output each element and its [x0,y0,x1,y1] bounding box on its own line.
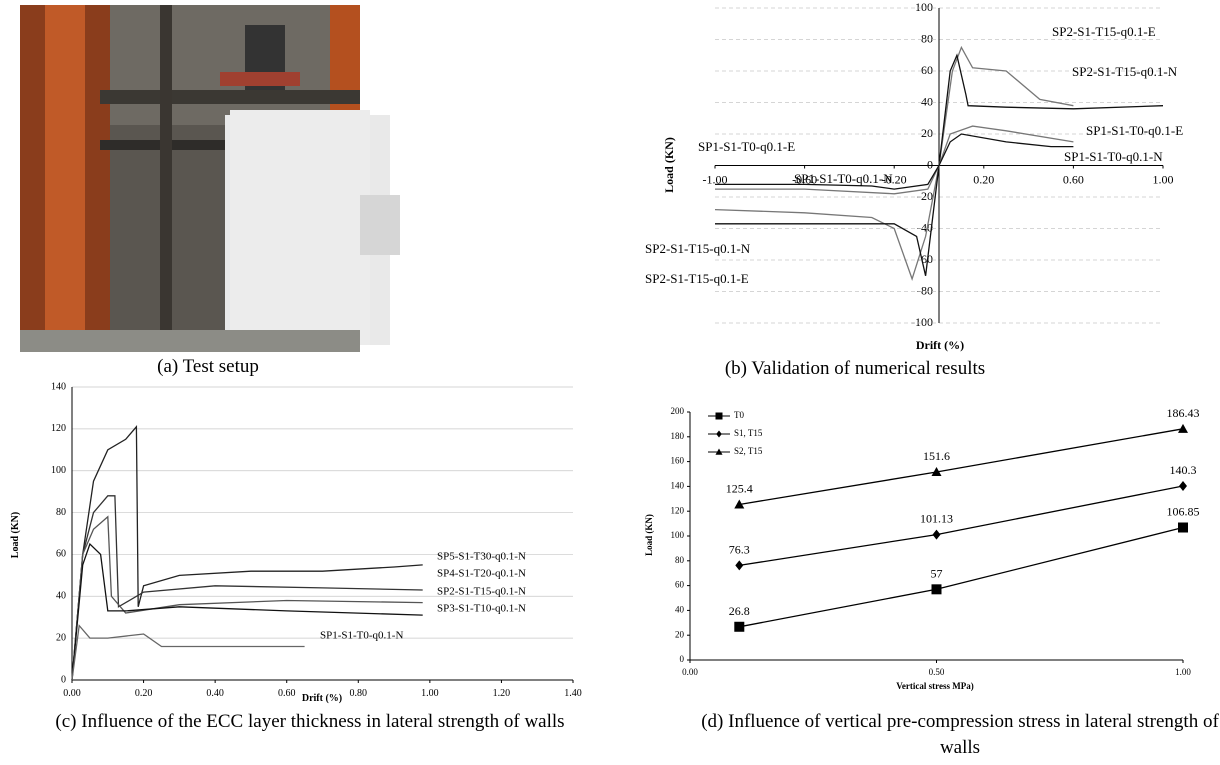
y-tick-label: 40 [56,591,66,602]
y-tick-label: 100 [671,530,685,540]
marker [933,530,941,540]
y-tick-label: 60 [56,549,66,560]
x-tick-label: 1.00 [421,688,439,699]
y-tick-label: 60 [921,63,933,77]
caption: (a) Test setup [58,354,358,380]
y-axis-title: Load (KN) [662,137,676,193]
series-line [739,486,1183,565]
value-label: 125.4 [726,482,753,496]
marker [1178,424,1188,433]
x-tick-label: 0.80 [350,688,368,699]
series-line [72,496,423,680]
y-tick-label: -80 [917,283,933,297]
x-tick-label: 0.40 [206,688,224,699]
y-tick-label: 40 [675,604,685,614]
y-tick-label: 100 [51,465,66,476]
y-tick-label: 180 [671,431,685,441]
y-tick-label: 20 [56,632,66,643]
value-label: 151.6 [923,449,950,463]
figure-canvas: -100-80-60-40-20020406080100-1.00-0.60-0… [0,0,1220,765]
y-tick-label: 20 [675,629,685,639]
series-label: SP1-S1-T0-q0.1-N [320,630,403,642]
series-label: SP1-S1-T0-q0.1-E [1086,123,1183,138]
series-label: SP2-S1-T15-q0.1-N [437,586,526,598]
y-tick-label: 80 [56,507,66,518]
value-label: 186.43 [1167,406,1200,420]
x-axis-title: Drift (%) [302,693,342,704]
series-line [72,517,423,680]
y-tick-label: 120 [51,423,66,434]
series-line [739,429,1183,505]
y-tick-label: 0 [927,157,933,171]
series-label: SP3-S1-T10-q0.1-N [437,603,526,615]
caption: (b) Validation of numerical results [690,356,1020,382]
series-line [72,626,305,680]
marker [932,584,942,594]
series-line [715,47,1073,279]
marker [734,622,744,632]
y-axis-title: Load (KN) [10,512,21,558]
x-tick-label: 1.40 [564,688,582,699]
legend-marker [716,413,723,420]
caption: (d) Influence of vertical pre-compressio… [700,709,1220,761]
x-tick-label: 0.00 [682,667,698,677]
legend-label: T0 [734,410,744,420]
x-tick-label: 1.00 [1175,667,1191,677]
series-label: SP4-S1-T20-q0.1-N [437,568,526,580]
y-tick-label: 200 [671,406,685,416]
value-label: 57 [931,566,943,580]
x-tick-label: 0.60 [1063,173,1084,187]
series-label: SP2-S1-T15-q0.1-E [1052,24,1156,39]
y-axis-title: Load (KN) [644,514,654,556]
y-tick-label: 20 [921,126,933,140]
legend-label: S2, T15 [734,446,763,456]
legend-label: S1, T15 [734,428,763,438]
figure: -100-80-60-40-20020406080100-1.00-0.60-0… [0,0,1220,765]
x-tick-label: 1.00 [1153,173,1174,187]
series-label: SP1-S1-T0-q0.1-N [1064,149,1163,164]
y-tick-label: 140 [671,480,685,490]
marker [735,560,743,570]
y-tick-label: 120 [671,505,685,515]
value-label: 106.85 [1167,505,1200,519]
x-tick-label: 0.20 [135,688,153,699]
y-tick-label: 160 [671,456,685,466]
y-tick-label: 80 [921,31,933,45]
x-axis-title: Drift (%) [916,338,964,352]
series-label: SP2-S1-T15-q0.1-N [645,241,751,256]
series-label: SP1-S1-T0-q0.1-E [698,139,795,154]
y-tick-label: -100 [911,315,933,329]
series-label: SP2-S1-T15-q0.1-E [645,271,749,286]
y-tick-label: 80 [675,555,685,565]
x-tick-label: 0.50 [929,667,945,677]
series-label: SP1-S1-T0-q0.1-N [794,171,893,186]
y-tick-label: 40 [921,94,933,108]
test-setup-photo [20,5,400,352]
series-label: SP2-S1-T15-q0.1-N [1072,64,1178,79]
value-label: 26.8 [729,604,750,618]
caption: (c) Influence of the ECC layer thickness… [50,709,570,735]
legend-marker [716,431,722,438]
y-tick-label: 0 [61,674,66,685]
value-label: 140.3 [1170,463,1197,477]
series-line [739,528,1183,627]
x-tick-label: 0.00 [63,688,81,699]
marker [1178,523,1188,533]
series-line [72,427,423,680]
x-tick-label: 1.20 [493,688,511,699]
x-tick-label: 0.20 [973,173,994,187]
x-tick-label: 0.60 [278,688,296,699]
y-tick-label: 0 [680,654,685,664]
marker [1179,481,1187,491]
y-tick-label: 60 [675,580,685,590]
value-label: 101.13 [920,512,953,526]
x-axis-title: Vertical stress MPa) [896,681,973,691]
y-tick-label: 100 [915,0,933,14]
series-label: SP5-S1-T30-q0.1-N [437,551,526,563]
value-label: 76.3 [729,542,750,556]
y-tick-label: 140 [51,381,66,392]
